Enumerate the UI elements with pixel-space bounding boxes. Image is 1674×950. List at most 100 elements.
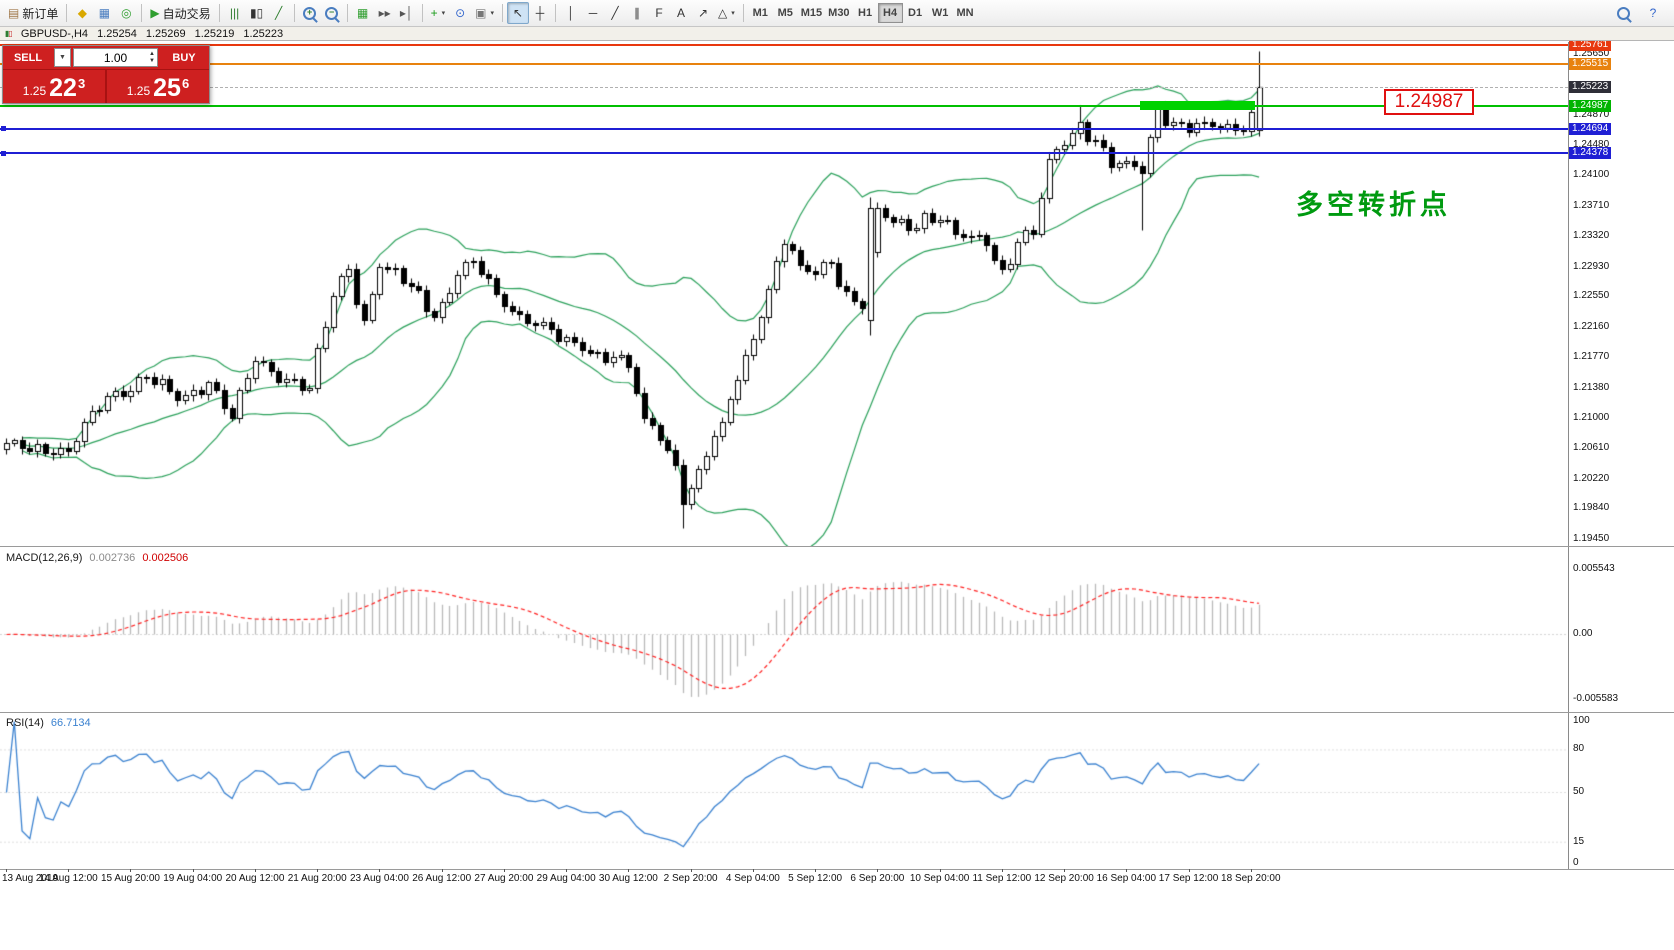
sell-price-button[interactable]: 1.25 22 3 (3, 70, 105, 103)
add-indicator-button[interactable]: + ▾ (427, 2, 450, 24)
magnifier-shape: − (325, 6, 340, 23)
time-tick (254, 869, 256, 872)
time-axis-label[interactable]: 6 Sep 20:00 (850, 873, 905, 884)
volume-input[interactable]: 1.00 ▲ ▼ (73, 48, 158, 67)
time-axis-label[interactable]: 13 Aug 2019 (2, 873, 59, 884)
timeframe-m30[interactable]: M30 (825, 3, 852, 23)
price-axis-label: 1.21770 (1573, 351, 1610, 363)
timeframe-mn[interactable]: MN (953, 3, 978, 23)
panel-separator[interactable] (0, 546, 1674, 547)
timeframe-d1[interactable]: D1 (903, 3, 928, 23)
chart-shift-icon-glyph: ▸│ (399, 6, 414, 20)
buy-price-button[interactable]: 1.25 25 6 (107, 70, 209, 103)
volume-up-button[interactable]: ▲ (149, 51, 155, 57)
autotrading-button[interactable]: ▶ 自动交易 (146, 2, 214, 24)
buy-button[interactable]: BUY (159, 46, 209, 69)
zoom-in-icon[interactable]: + (299, 2, 321, 24)
price-axis-label: 1.22930 (1573, 260, 1610, 272)
chart-shift-icon[interactable]: ▸│ (396, 2, 418, 24)
timeframe-m5[interactable]: M5 (773, 3, 798, 23)
turning-point-note[interactable]: 多空转折点 (1296, 190, 1451, 220)
volume-dropdown[interactable]: ▼ (54, 48, 71, 67)
horizontal-line-1.24987[interactable] (0, 104, 1568, 107)
time-axis-label[interactable]: 29 Aug 04:00 (536, 873, 596, 884)
support-zone-rect[interactable] (1139, 101, 1255, 111)
period-button-glyph: ⊙ (455, 6, 466, 20)
price-axis-label: 1.21000 (1573, 411, 1610, 423)
vertical-line-tool[interactable]: │ (560, 2, 582, 24)
template-button[interactable]: ▣ ▾ (471, 2, 498, 24)
data-window-icon[interactable]: ▦ (93, 2, 115, 24)
toolbar-separator (141, 4, 143, 22)
crosshair-button[interactable]: ┼ (529, 2, 551, 24)
time-axis-label[interactable]: 18 Sep 20:00 (1221, 873, 1281, 884)
auto-scroll-icon[interactable]: ▸▸ (374, 2, 396, 24)
arrow-tool[interactable]: ↗ (692, 2, 714, 24)
time-axis-label[interactable]: 12 Sep 20:00 (1034, 873, 1094, 884)
time-axis-label[interactable]: 16 Sep 04:00 (1096, 873, 1157, 884)
time-axis-label[interactable]: 10 Sep 04:00 (909, 873, 970, 884)
channel-tool[interactable]: ∥ (626, 2, 648, 24)
candlestick-chart-icon[interactable]: ▮▯ (246, 2, 268, 24)
new-order-button[interactable]: ▤ 新订单 (4, 2, 62, 24)
search-icon[interactable] (1612, 2, 1634, 24)
timeframe-h1[interactable]: H1 (853, 3, 878, 23)
time-axis-label[interactable]: 21 Aug 20:00 (287, 873, 347, 884)
market-watch-icon[interactable]: ◆ (71, 2, 93, 24)
time-tick (815, 869, 817, 872)
time-axis-label[interactable]: 27 Aug 20:00 (474, 873, 534, 884)
time-axis-label[interactable]: 19 Aug 04:00 (163, 873, 223, 884)
timeframe-w1[interactable]: W1 (928, 3, 953, 23)
timeframe-m15[interactable]: M15 (798, 3, 825, 23)
time-axis-label[interactable]: 2 Sep 20:00 (663, 873, 718, 884)
text-tool[interactable]: A (670, 2, 692, 24)
timeframe-h4[interactable]: H4 (877, 3, 903, 23)
tile-windows-icon[interactable]: ▦ (352, 2, 374, 24)
shapes-tool[interactable]: △ ▾ (714, 2, 739, 24)
horizontal-line-1.24378[interactable] (0, 152, 1568, 155)
price-axis-gutter[interactable] (1568, 42, 1674, 869)
one-click-trading-panel[interactable]: SELL ▼ 1.00 ▲ ▼ BUY 1.25 22 3 1.25 25 6 (2, 45, 210, 104)
time-axis-label[interactable]: 5 Sep 12:00 (788, 873, 843, 884)
horizontal-line-1.24694[interactable] (0, 127, 1568, 130)
horizontal-line-tool[interactable]: ─ (582, 2, 604, 24)
time-axis-label[interactable]: 15 Aug 20:00 (100, 873, 160, 884)
line-chart-icon[interactable]: ╱ (268, 2, 290, 24)
time-axis-label[interactable]: 17 Sep 12:00 (1158, 873, 1219, 884)
time-axis-label[interactable]: 26 Aug 12:00 (412, 873, 472, 884)
macd-axis-max: 0.005543 (1573, 563, 1615, 575)
toolbar-separator (421, 4, 423, 22)
timeframe-m1[interactable]: M1 (748, 3, 773, 23)
line-handle[interactable] (1, 150, 6, 156)
macd-canvas[interactable] (0, 547, 1568, 712)
chart-icon: ▮▯ (5, 29, 13, 38)
volume-down-button[interactable]: ▼ (149, 58, 155, 64)
ohlc-low: 1.25219 (194, 27, 235, 40)
time-axis-label[interactable]: 11 Sep 12:00 (972, 873, 1032, 884)
sell-price-big: 22 (49, 74, 77, 102)
help-icon[interactable]: ? (1642, 2, 1664, 24)
zoom-out-icon[interactable]: − (321, 2, 343, 24)
chart-ohlc-header: ▮▯ GBPUSD-,H4 1.25254 1.25269 1.25219 1.… (0, 27, 1674, 41)
time-axis-separator[interactable] (0, 869, 1674, 870)
panel-separator[interactable] (0, 712, 1674, 713)
cursor-button[interactable]: ↖ (507, 2, 529, 24)
time-axis-label[interactable]: 4 Sep 04:00 (725, 873, 780, 884)
horizontal-line-1.25761[interactable] (0, 44, 1568, 46)
price-chart-canvas[interactable] (0, 42, 1568, 546)
navigator-icon[interactable]: ◎ (115, 2, 137, 24)
time-axis-label[interactable]: 20 Aug 12:00 (225, 873, 285, 884)
bar-chart-icon[interactable]: ||| (224, 2, 246, 24)
horizontal-line-1.25515[interactable] (0, 63, 1568, 66)
time-axis-label[interactable]: 14 Aug 12:00 (38, 873, 98, 884)
fibonacci-tool[interactable]: F (648, 2, 670, 24)
sell-button[interactable]: SELL (3, 46, 53, 69)
trendline-tool[interactable]: ╱ (604, 2, 626, 24)
time-axis-label[interactable]: 23 Aug 04:00 (349, 873, 409, 884)
price-callout-label[interactable]: 1.24987 (1384, 89, 1474, 115)
price-axis-label: 1.20220 (1573, 472, 1610, 484)
line-handle[interactable] (1, 126, 6, 132)
period-button[interactable]: ⊙ (449, 2, 471, 24)
rsi-canvas[interactable] (0, 713, 1568, 869)
time-axis-label[interactable]: 30 Aug 12:00 (598, 873, 658, 884)
